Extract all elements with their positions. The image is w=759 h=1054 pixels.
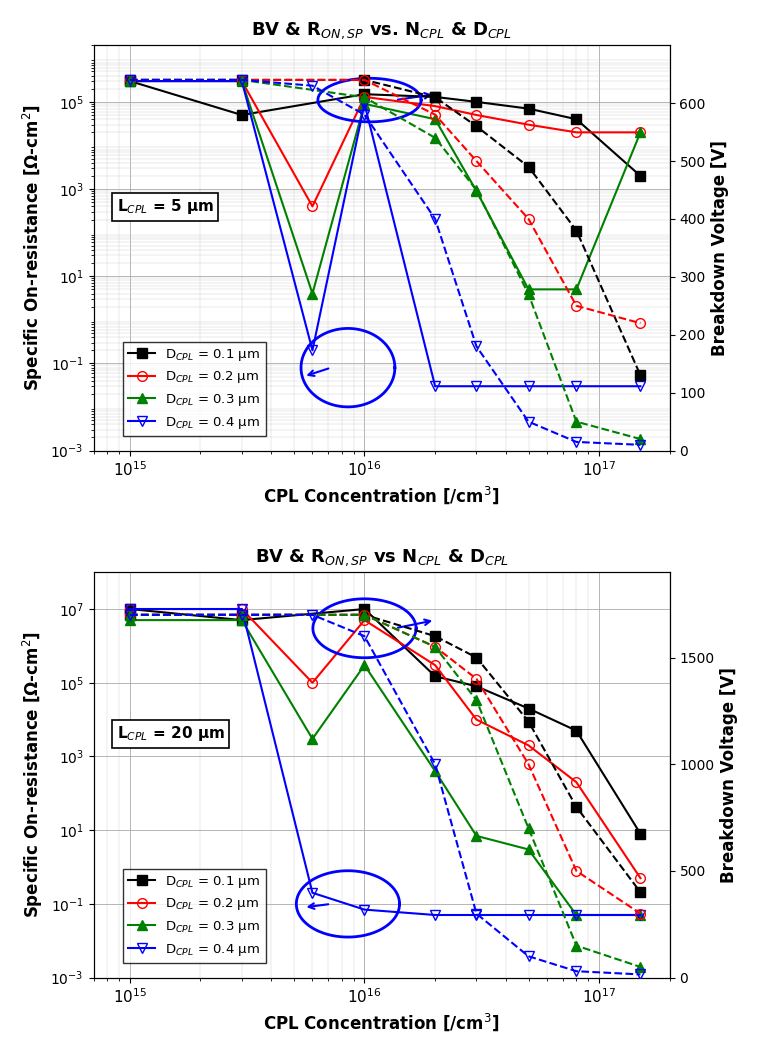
Text: L$_{CPL}$ = 5 μm: L$_{CPL}$ = 5 μm bbox=[117, 197, 214, 216]
X-axis label: CPL Concentration [/cm$^{3}$]: CPL Concentration [/cm$^{3}$] bbox=[263, 485, 499, 506]
Y-axis label: Breakdown Voltage [V]: Breakdown Voltage [V] bbox=[720, 667, 739, 883]
Title: BV & R$_{ON,SP}$ vs N$_{CPL}$ & D$_{CPL}$: BV & R$_{ON,SP}$ vs N$_{CPL}$ & D$_{CPL}… bbox=[255, 548, 509, 568]
Text: L$_{CPL}$ = 20 μm: L$_{CPL}$ = 20 μm bbox=[117, 724, 225, 743]
Y-axis label: Breakdown Voltage [V]: Breakdown Voltage [V] bbox=[711, 140, 729, 356]
Title: BV & R$_{ON,SP}$ vs. N$_{CPL}$ & D$_{CPL}$: BV & R$_{ON,SP}$ vs. N$_{CPL}$ & D$_{CPL… bbox=[251, 21, 512, 41]
Y-axis label: Specific On-resistance [Ω-cm$^{2}$]: Specific On-resistance [Ω-cm$^{2}$] bbox=[20, 631, 45, 918]
Y-axis label: Specific On-resistance [Ω-cm$^{2}$]: Specific On-resistance [Ω-cm$^{2}$] bbox=[20, 104, 45, 391]
Legend: D$_{CPL}$ = 0.1 μm, D$_{CPL}$ = 0.2 μm, D$_{CPL}$ = 0.3 μm, D$_{CPL}$ = 0.4 μm: D$_{CPL}$ = 0.1 μm, D$_{CPL}$ = 0.2 μm, … bbox=[123, 868, 266, 963]
Legend: D$_{CPL}$ = 0.1 μm, D$_{CPL}$ = 0.2 μm, D$_{CPL}$ = 0.3 μm, D$_{CPL}$ = 0.4 μm: D$_{CPL}$ = 0.1 μm, D$_{CPL}$ = 0.2 μm, … bbox=[123, 341, 266, 436]
X-axis label: CPL Concentration [/cm$^{3}$]: CPL Concentration [/cm$^{3}$] bbox=[263, 1012, 499, 1033]
